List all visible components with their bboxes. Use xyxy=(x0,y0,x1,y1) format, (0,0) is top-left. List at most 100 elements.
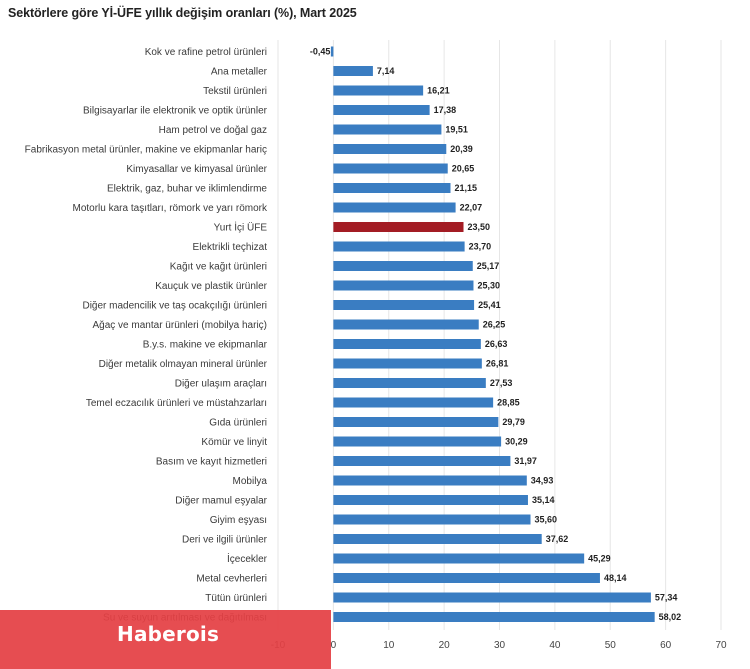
value-label: 25,30 xyxy=(477,281,500,291)
category-label: Tütün ürünleri xyxy=(205,593,267,604)
value-label: 7,14 xyxy=(377,66,395,76)
category-label: Diğer metalik olmayan mineral ürünler xyxy=(99,359,268,370)
bar xyxy=(333,339,481,349)
category-label: Gıda ürünleri xyxy=(209,418,267,429)
value-label: 29,79 xyxy=(502,417,525,427)
value-label: 34,93 xyxy=(531,476,554,486)
value-label: 35,60 xyxy=(535,515,558,525)
category-label: Motorlu kara taşıtları, römork ve yarı r… xyxy=(73,203,268,214)
bar xyxy=(333,105,430,115)
bar xyxy=(333,514,531,525)
bar xyxy=(333,592,651,603)
bar-highlight xyxy=(333,222,464,232)
value-label: 26,63 xyxy=(485,339,508,349)
x-tick-label: 30 xyxy=(494,640,506,651)
category-label: Ana metaller xyxy=(211,67,268,78)
category-label: Yurt İçi ÜFE xyxy=(214,221,268,234)
bar xyxy=(333,417,499,427)
value-label: 22,07 xyxy=(460,203,483,213)
bar xyxy=(330,46,334,57)
category-label: Diğer mamul eşyalar xyxy=(175,496,267,507)
value-label: 37,62 xyxy=(546,534,569,544)
bar xyxy=(333,436,502,447)
bar xyxy=(333,183,451,193)
bar xyxy=(333,475,527,486)
value-label: 45,29 xyxy=(588,554,611,564)
category-label: Ağaç ve mantar ürünleri (mobilya hariç) xyxy=(92,320,267,331)
value-label: 57,34 xyxy=(655,593,678,603)
bar xyxy=(333,397,494,408)
gridlines xyxy=(277,40,722,630)
bar xyxy=(333,66,373,76)
x-tick-label: 20 xyxy=(439,640,451,651)
bars xyxy=(330,46,655,622)
value-label: 25,17 xyxy=(477,261,500,271)
x-tick-label: 60 xyxy=(660,640,672,651)
bar xyxy=(333,202,456,213)
value-label: 31,97 xyxy=(514,456,537,466)
value-label: 20,39 xyxy=(450,144,473,154)
value-label: 19,51 xyxy=(445,125,468,135)
value-label: 23,70 xyxy=(469,242,492,252)
bar xyxy=(333,163,448,174)
bar xyxy=(333,495,528,505)
value-label: 58,02 xyxy=(659,612,682,622)
category-labels: Kok ve rafine petrol ürünleri Ana metalle… xyxy=(25,47,268,624)
bar xyxy=(333,456,511,466)
category-label: Temel eczacılık ürünleri ve müstahzarlar… xyxy=(86,398,267,409)
x-axis-ticks: -10010203040506070 xyxy=(271,640,727,651)
chart-title: Sektörlere göre Yİ-ÜFE yıllık değişim or… xyxy=(8,6,357,20)
category-label: Fabrikasyon metal ürünler, makine ve eki… xyxy=(25,145,267,156)
category-label: Diğer ulaşım araçları xyxy=(175,379,267,390)
x-tick-label: 40 xyxy=(549,640,561,651)
value-label: 26,81 xyxy=(486,359,509,369)
value-label: 17,38 xyxy=(434,105,457,115)
value-label: -0,45 xyxy=(310,47,331,57)
category-label: Ham petrol ve doğal gaz xyxy=(159,125,267,136)
value-labels: -0,45 7,14 16,21 17,38 19,51 20,39 20,65 21,15 2… xyxy=(310,47,681,623)
category-label: Diğer madencilik ve taş ocakçılığı ürünl… xyxy=(82,301,267,312)
watermark-text: Haberois xyxy=(117,622,220,646)
category-label: Kağıt ve kağıt ürünleri xyxy=(170,262,267,273)
x-tick-label: 70 xyxy=(715,640,727,651)
value-label: 23,50 xyxy=(468,222,491,232)
bar xyxy=(333,280,474,291)
bar xyxy=(333,378,486,388)
value-label: 25,41 xyxy=(478,300,501,310)
value-label: 20,65 xyxy=(452,164,475,174)
category-label: Kauçuk ve plastik ürünler xyxy=(155,281,267,292)
x-tick-label: 10 xyxy=(383,640,395,651)
x-tick-label: 0 xyxy=(331,640,337,651)
category-label: Kok ve rafine petrol ürünleri xyxy=(145,47,267,58)
bar xyxy=(333,358,482,369)
value-label: 26,25 xyxy=(483,320,506,330)
category-label: Elektrik, gaz, buhar ve iklimlendirme xyxy=(107,184,267,195)
value-label: 16,21 xyxy=(427,86,450,96)
bar xyxy=(333,319,479,330)
category-label: Elektrikli teçhizat xyxy=(193,242,268,253)
bar xyxy=(333,124,442,135)
value-label: 48,14 xyxy=(604,573,627,583)
bar xyxy=(333,534,542,544)
value-label: 28,85 xyxy=(497,398,520,408)
category-label: Giyim eşyası xyxy=(210,515,267,526)
bar xyxy=(333,553,585,564)
category-label: Mobilya xyxy=(233,476,268,487)
category-label: Tekstil ürünleri xyxy=(203,86,267,97)
category-label: Bilgisayarlar ile elektronik ve optik ür… xyxy=(83,106,268,117)
value-label: 27,53 xyxy=(490,378,513,388)
x-tick-label: 50 xyxy=(605,640,617,651)
category-label: B.y.s. makine ve ekipmanlar xyxy=(143,340,268,351)
category-label: İçecekler xyxy=(227,552,268,565)
bar xyxy=(333,612,655,622)
bar xyxy=(333,241,465,252)
category-label: Deri ve ilgili ürünler xyxy=(182,535,268,546)
bar xyxy=(333,144,447,154)
bar xyxy=(333,85,424,96)
value-label: 30,29 xyxy=(505,437,528,447)
bar xyxy=(333,300,475,310)
bar xyxy=(333,261,473,271)
watermark-logo: Haberois xyxy=(0,610,331,669)
value-label: 21,15 xyxy=(454,183,477,193)
